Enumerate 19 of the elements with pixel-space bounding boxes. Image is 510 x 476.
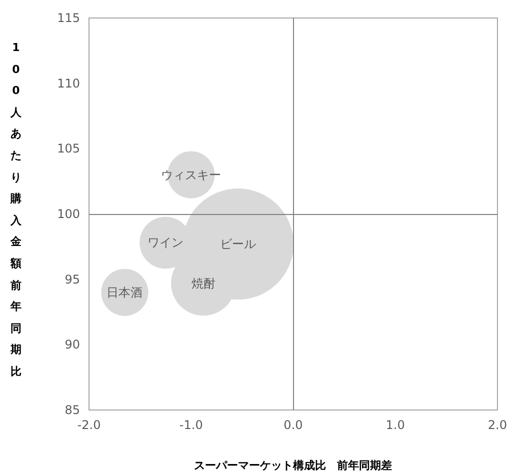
x-tick-label: 2.0: [488, 418, 508, 432]
text: 100人あたり購入金額前年同期比: [10, 41, 22, 378]
x-tick-label: 1.0: [386, 418, 405, 432]
y-tick-label: 100: [57, 207, 80, 221]
y-tick-label: 110: [57, 76, 80, 90]
series-label: 焼酎: [191, 276, 216, 290]
y-tick-label: 85: [64, 403, 80, 417]
series-label: ウィスキー: [161, 168, 222, 182]
y-tick-label: 90: [64, 338, 80, 352]
x-tick-label: -1.0: [179, 418, 203, 432]
y-tick-label: 115: [57, 11, 80, 25]
x-axis-title: スーパーマーケット構成比 前年同期差: [194, 459, 392, 472]
y-tick-label: 95: [64, 272, 80, 286]
x-tick-label: 0.0: [284, 418, 303, 432]
series-label: ワイン: [148, 236, 184, 250]
series-label: ビール: [220, 237, 256, 252]
y-tick-label: 105: [57, 142, 80, 156]
x-tick-label: -2.0: [77, 418, 101, 432]
series-label: 日本酒: [106, 285, 143, 300]
